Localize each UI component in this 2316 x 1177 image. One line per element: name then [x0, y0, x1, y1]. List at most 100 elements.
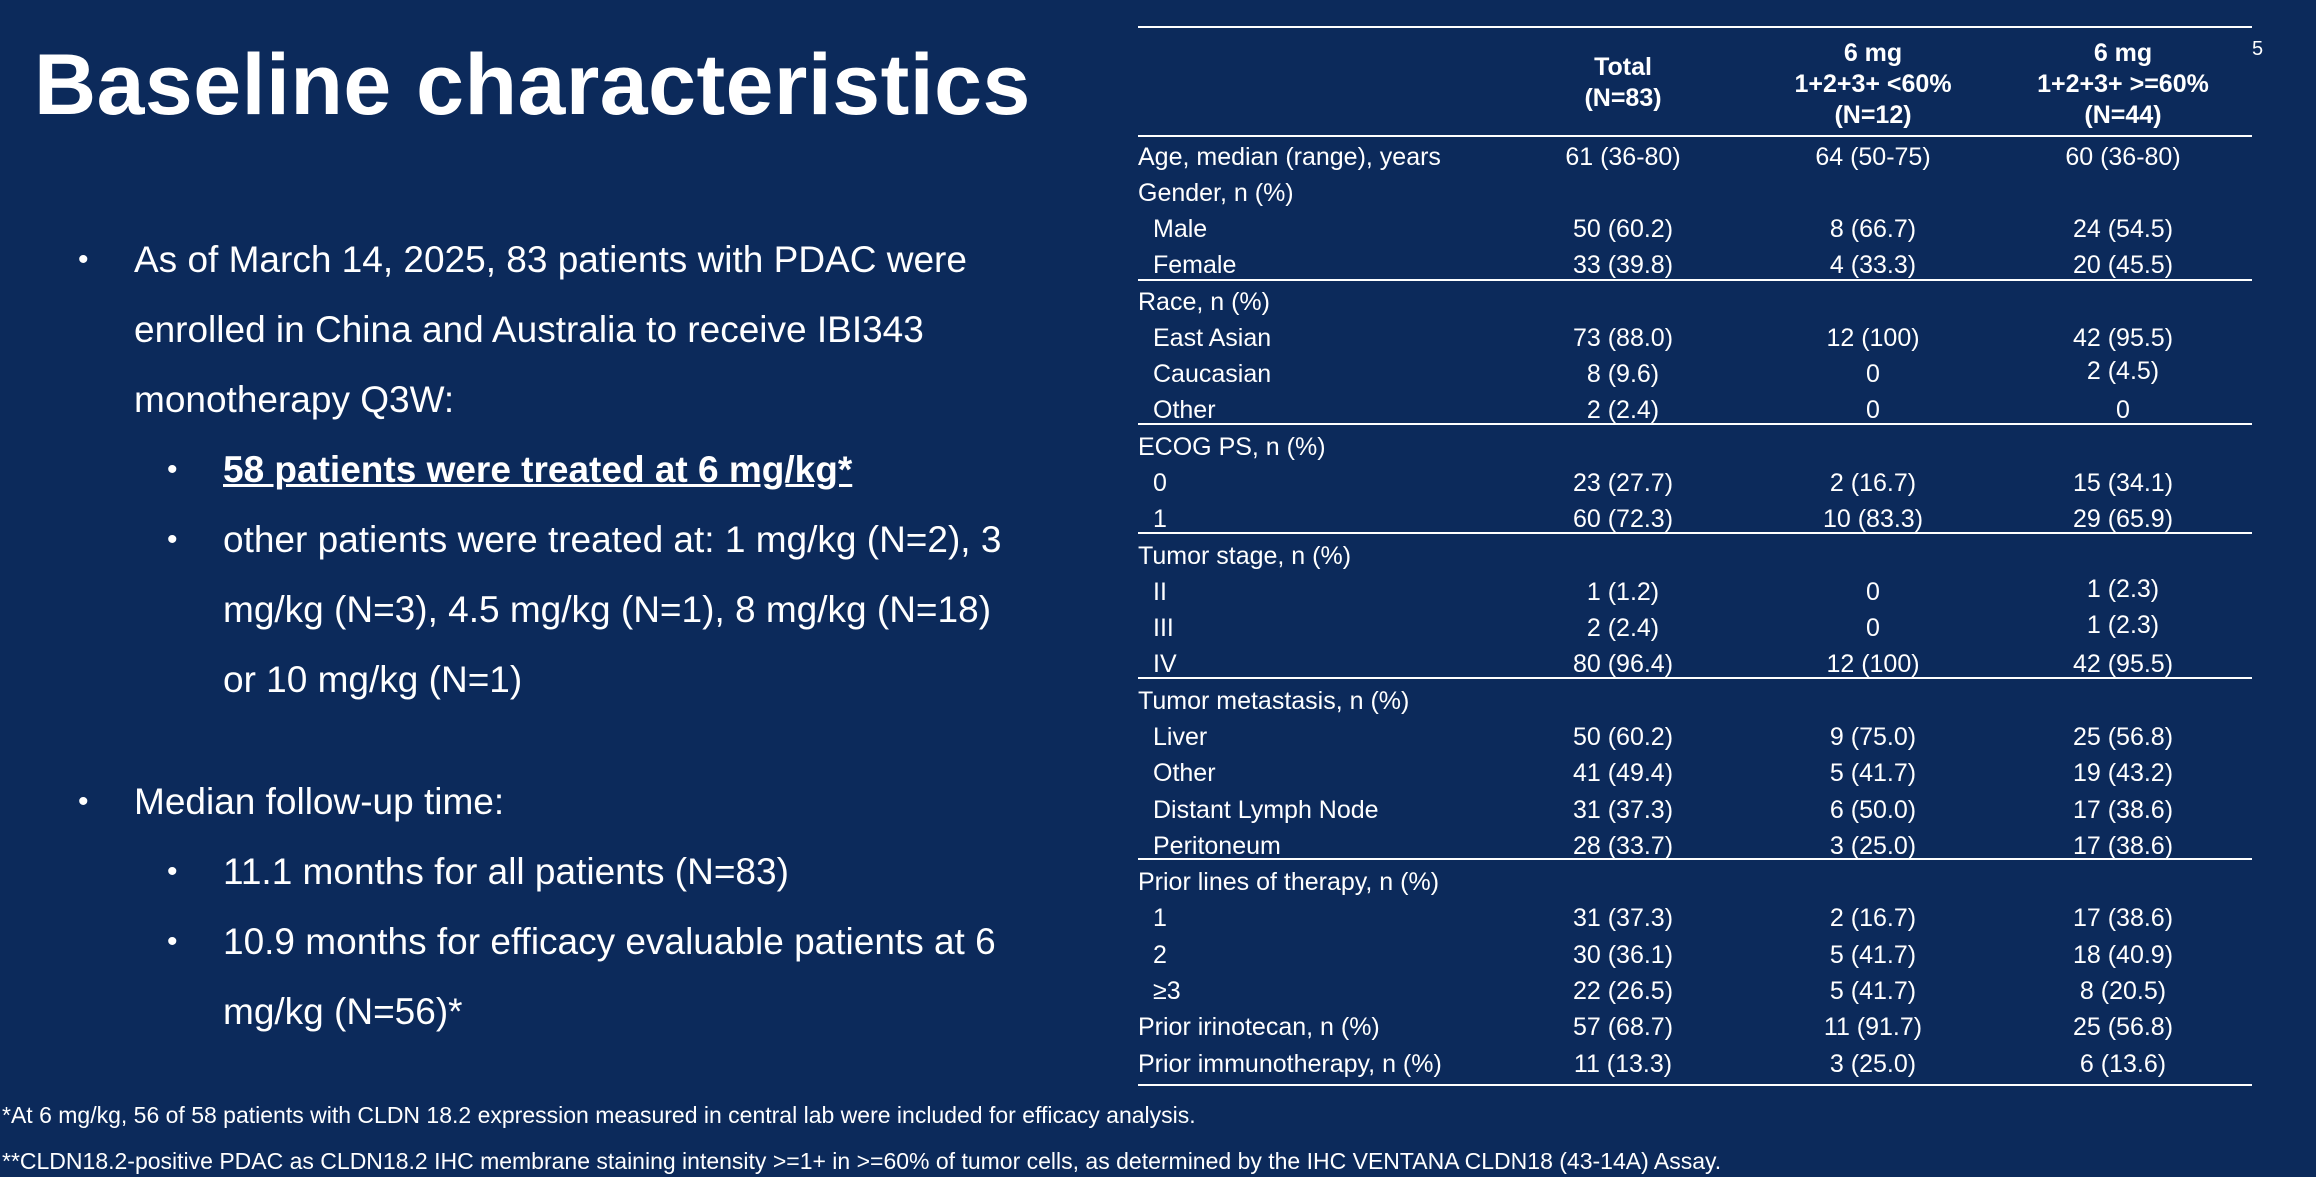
header-6mg-high: 6 mg 1+2+3+ >=60% (N=44): [2037, 38, 2209, 131]
table-cell: 31 (37.3): [1572, 796, 1674, 824]
table-rule-top: [1138, 26, 2252, 28]
sub-bullet-all-patients: 11.1 months for all patients (N=83): [223, 851, 789, 892]
bullet-dot: •: [78, 785, 89, 818]
table-cell: 0: [1866, 360, 1880, 388]
table-cell: 2 (16.7): [1829, 904, 1917, 932]
table-cell: 2 (16.7): [1829, 469, 1917, 497]
row-label: Prior immunotherapy, n (%): [1138, 1050, 1442, 1078]
table-cell: 8 (20.5): [2079, 977, 2167, 1005]
table-cell: 25 (56.8): [2072, 723, 2174, 751]
table-cell: 50 (60.2): [1572, 215, 1674, 243]
table-section-rule: [1138, 532, 2252, 534]
footnote-efficacy: *At 6 mg/kg, 56 of 58 patients with CLDN…: [2, 1102, 1196, 1128]
row-label: Other: [1153, 759, 1216, 787]
row-label: Prior lines of therapy, n (%): [1138, 868, 1440, 896]
row-label: Peritoneum: [1153, 832, 1281, 860]
sub-bullet-6mg: 58 patients were treated at 6 mg/kg*: [223, 449, 853, 490]
row-label: 0: [1153, 469, 1167, 497]
row-label: Tumor metastasis, n (%): [1138, 687, 1410, 715]
row-label: Tumor stage, n (%): [1138, 542, 1352, 570]
row-label: ECOG PS, n (%): [1138, 433, 1326, 461]
row-label: Age, median (range), years: [1138, 143, 1441, 171]
sub-bullet-evaluable-line-1: 10.9 months for efficacy evaluable patie…: [223, 921, 996, 962]
row-label: ≥3: [1153, 977, 1181, 1005]
table-cell: 60 (36-80): [2065, 143, 2181, 171]
table-cell: 20 (45.5): [2072, 251, 2174, 279]
table-cell: 6 (13.6): [2079, 1050, 2167, 1078]
row-label: Liver: [1153, 723, 1208, 751]
table-cell: 0: [1866, 614, 1880, 642]
row-label: Prior irinotecan, n (%): [1138, 1013, 1380, 1041]
row-label: Male: [1153, 215, 1208, 243]
table-cell: 1 (2.3): [2086, 575, 2160, 603]
table-cell: 64 (50-75): [1815, 143, 1931, 171]
table-cell: 30 (36.1): [1572, 941, 1674, 969]
header-total: Total (N=83): [1584, 52, 1661, 114]
page-number: 5: [2252, 38, 2264, 60]
bullet-enrollment-line-3: monotherapy Q3W:: [134, 379, 455, 420]
row-label: 1: [1153, 505, 1167, 533]
table-cell: 9 (75.0): [1829, 723, 1917, 751]
row-label: Caucasian: [1153, 360, 1272, 388]
table-cell: 17 (38.6): [2072, 832, 2174, 860]
header-6mg-low-line: (N=12): [1834, 101, 1912, 129]
table-cell: 5 (41.7): [1829, 977, 1917, 1005]
table-cell: 57 (68.7): [1572, 1013, 1674, 1041]
table-cell: 2 (2.4): [1586, 614, 1660, 642]
table-cell: 8 (66.7): [1829, 215, 1917, 243]
baseline-table: Total (N=83) 6 mg 1+2+3+ <60% (N=12) 6 m…: [1138, 0, 2252, 1090]
table-cell: 2 (2.4): [1586, 396, 1660, 424]
table-cell: 1 (1.2): [1586, 578, 1660, 606]
table-cell: 31 (37.3): [1572, 904, 1674, 932]
table-cell: 18 (40.9): [2072, 941, 2174, 969]
header-6mg-high-line: (N=44): [2084, 101, 2162, 129]
table-cell: 11 (13.3): [1573, 1050, 1673, 1078]
bullet-enrollment-line-2: enrolled in China and Australia to recei…: [134, 309, 924, 350]
table-cell: 1 (2.3): [2086, 611, 2160, 639]
sub-bullet-dot: •: [167, 925, 178, 958]
table-section-rule: [1138, 279, 2252, 281]
table-cell: 8 (9.6): [1586, 360, 1660, 388]
header-6mg-low-line: 6 mg: [1843, 39, 1903, 67]
row-label: III: [1153, 614, 1174, 642]
table-cell: 28 (33.7): [1572, 832, 1674, 860]
row-label: Other: [1153, 396, 1216, 424]
table-cell: 41 (49.4): [1572, 759, 1674, 787]
table-cell: 25 (56.8): [2072, 1013, 2174, 1041]
table-cell: 42 (95.5): [2072, 324, 2174, 352]
table-cell: 15 (34.1): [2072, 469, 2174, 497]
sub-bullet-other-line-2: mg/kg (N=3), 4.5 mg/kg (N=1), 8 mg/kg (N…: [223, 589, 992, 630]
table-section-rule: [1138, 858, 2252, 860]
header-6mg-high-line: 6 mg: [2093, 39, 2153, 67]
header-6mg-low-line: 1+2+3+ <60%: [1794, 70, 1952, 98]
row-label: Race, n (%): [1138, 288, 1270, 316]
table-cell: 73 (88.0): [1572, 324, 1674, 352]
header-6mg-low: 6 mg 1+2+3+ <60% (N=12): [1794, 38, 1951, 131]
sub-bullet-dot: •: [167, 453, 178, 486]
table-cell: 10 (83.3): [1822, 505, 1924, 533]
sub-bullet-other-line-3: or 10 mg/kg (N=1): [223, 659, 523, 700]
row-label: Female: [1153, 251, 1237, 279]
row-label: Distant Lymph Node: [1153, 796, 1379, 824]
table-rule-bottom: [1138, 1084, 2252, 1086]
table-cell: 0: [1866, 396, 1880, 424]
table-section-rule: [1138, 677, 2252, 679]
header-total-line: Total: [1594, 53, 1652, 81]
table-cell: 0: [2116, 396, 2130, 424]
table-cell: 5 (41.7): [1829, 759, 1917, 787]
table-cell: 3 (25.0): [1829, 832, 1917, 860]
footnote-cldn: **CLDN18.2-positive PDAC as CLDN18.2 IHC…: [2, 1148, 1722, 1174]
table-cell: 29 (65.9): [2072, 505, 2174, 533]
table-cell: 2 (4.5): [2086, 357, 2160, 385]
table-cell: 17 (38.6): [2072, 904, 2174, 932]
table-cell: 50 (60.2): [1572, 723, 1674, 751]
table-cell: 61 (36-80): [1565, 143, 1681, 171]
sub-bullet-dot: •: [167, 855, 178, 888]
table-cell: 4 (33.3): [1829, 251, 1917, 279]
sub-bullet-other-line-1: other patients were treated at: 1 mg/kg …: [223, 519, 1002, 560]
table-cell: 42 (95.5): [2072, 650, 2174, 678]
table-cell: 3 (25.0): [1829, 1050, 1917, 1078]
table-cell: 23 (27.7): [1572, 469, 1674, 497]
header-6mg-high-line: 1+2+3+ >=60%: [2037, 70, 2209, 98]
table-cell: 11 (91.7): [1823, 1013, 1923, 1041]
